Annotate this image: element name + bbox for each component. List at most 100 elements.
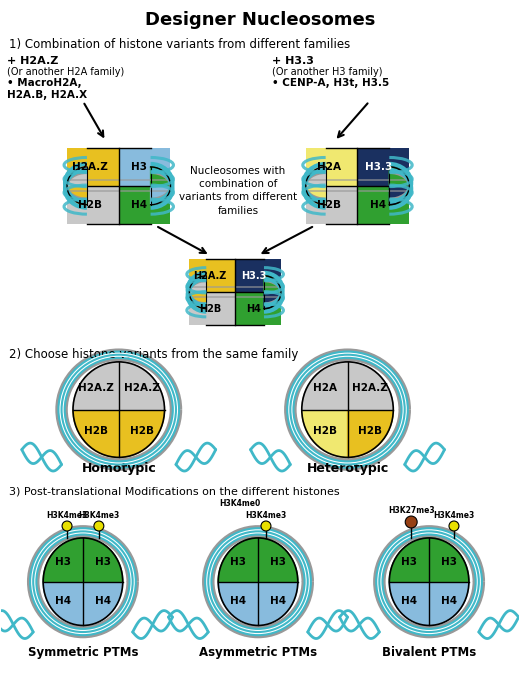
Text: H2A.Z: H2A.Z xyxy=(78,383,114,393)
Polygon shape xyxy=(43,538,83,582)
Text: H3: H3 xyxy=(270,557,286,567)
FancyBboxPatch shape xyxy=(67,186,119,224)
Text: • MacroH2A,: • MacroH2A, xyxy=(7,79,82,88)
Text: H4: H4 xyxy=(55,597,71,606)
Text: H2A: H2A xyxy=(313,383,336,393)
Polygon shape xyxy=(218,582,258,626)
Polygon shape xyxy=(389,167,409,186)
FancyBboxPatch shape xyxy=(235,292,281,325)
Polygon shape xyxy=(43,582,83,626)
Text: H3: H3 xyxy=(230,557,246,567)
Polygon shape xyxy=(67,167,87,186)
Text: H4: H4 xyxy=(441,597,457,606)
Polygon shape xyxy=(306,186,326,205)
Text: H2A.Z: H2A.Z xyxy=(72,162,108,172)
FancyBboxPatch shape xyxy=(357,148,409,186)
Polygon shape xyxy=(347,410,393,458)
Text: Asymmetric PTMs: Asymmetric PTMs xyxy=(199,646,317,659)
FancyBboxPatch shape xyxy=(235,260,281,292)
Text: (Or another H3 family): (Or another H3 family) xyxy=(272,67,382,77)
Text: H4: H4 xyxy=(370,200,386,210)
Circle shape xyxy=(449,521,459,531)
Text: Heterotypic: Heterotypic xyxy=(306,462,388,475)
Polygon shape xyxy=(389,186,409,205)
FancyBboxPatch shape xyxy=(189,260,235,292)
Text: H2A.Z: H2A.Z xyxy=(193,271,227,281)
Polygon shape xyxy=(302,362,347,410)
Text: Bivalent PTMs: Bivalent PTMs xyxy=(382,646,476,659)
Text: H3.3: H3.3 xyxy=(241,271,266,281)
Text: H2B: H2B xyxy=(313,426,336,436)
Text: H2A: H2A xyxy=(317,162,341,172)
Polygon shape xyxy=(218,538,258,582)
FancyBboxPatch shape xyxy=(119,148,171,186)
Text: H4: H4 xyxy=(132,200,148,210)
Polygon shape xyxy=(258,582,298,626)
Text: H2B: H2B xyxy=(317,200,341,210)
Text: 3) Post-translational Modifications on the different histones: 3) Post-translational Modifications on t… xyxy=(9,486,340,496)
Text: H2B: H2B xyxy=(84,426,108,436)
Text: H2B: H2B xyxy=(199,304,221,314)
Text: Symmetric PTMs: Symmetric PTMs xyxy=(28,646,138,659)
Polygon shape xyxy=(189,276,206,292)
Polygon shape xyxy=(302,410,347,458)
Text: H3: H3 xyxy=(95,557,111,567)
FancyBboxPatch shape xyxy=(189,292,235,325)
FancyBboxPatch shape xyxy=(306,186,357,224)
Text: H2B: H2B xyxy=(129,426,153,436)
Text: H4: H4 xyxy=(230,597,246,606)
Circle shape xyxy=(405,516,417,528)
Polygon shape xyxy=(73,410,119,458)
Polygon shape xyxy=(429,538,469,582)
Text: Homotypic: Homotypic xyxy=(82,462,156,475)
Text: H2A.B, H2A.X: H2A.B, H2A.X xyxy=(7,90,87,100)
Circle shape xyxy=(94,521,104,531)
Polygon shape xyxy=(389,582,429,626)
Polygon shape xyxy=(347,362,393,410)
Text: (Or another H2A family): (Or another H2A family) xyxy=(7,67,125,77)
Text: + H3.3: + H3.3 xyxy=(272,56,314,66)
Polygon shape xyxy=(258,538,298,582)
Text: H2A.Z: H2A.Z xyxy=(124,383,160,393)
Text: + H2A.Z: + H2A.Z xyxy=(7,56,59,66)
Polygon shape xyxy=(389,538,429,582)
Text: H3: H3 xyxy=(55,557,71,567)
Text: Nucleosomes with
combination of
variants from different
families: Nucleosomes with combination of variants… xyxy=(179,166,297,216)
Polygon shape xyxy=(151,167,171,186)
Text: Designer Nucleosomes: Designer Nucleosomes xyxy=(145,11,375,28)
FancyBboxPatch shape xyxy=(357,186,409,224)
Polygon shape xyxy=(67,186,87,205)
Polygon shape xyxy=(306,167,326,186)
Text: H3: H3 xyxy=(441,557,457,567)
Text: H3K4me0: H3K4me0 xyxy=(219,499,261,508)
Polygon shape xyxy=(119,362,164,410)
Text: H4: H4 xyxy=(270,597,286,606)
Polygon shape xyxy=(429,582,469,626)
Text: H3K4me3: H3K4me3 xyxy=(245,511,287,520)
Text: H3: H3 xyxy=(132,162,148,172)
Text: H3: H3 xyxy=(401,557,417,567)
Text: H2B: H2B xyxy=(358,426,382,436)
Text: H3.3: H3.3 xyxy=(365,162,392,172)
Text: H4: H4 xyxy=(95,597,111,606)
Polygon shape xyxy=(151,186,171,205)
Circle shape xyxy=(62,521,72,531)
Polygon shape xyxy=(264,292,281,308)
Text: H3K4me3: H3K4me3 xyxy=(46,511,88,520)
Polygon shape xyxy=(73,362,119,410)
Text: • CENP-A, H3t, H3.5: • CENP-A, H3t, H3.5 xyxy=(272,79,389,88)
Text: H3K27me3: H3K27me3 xyxy=(388,506,435,515)
Polygon shape xyxy=(189,292,206,308)
Text: H3K4me3: H3K4me3 xyxy=(78,511,120,520)
Circle shape xyxy=(261,521,271,531)
FancyBboxPatch shape xyxy=(119,186,171,224)
Text: 1) Combination of histone variants from different families: 1) Combination of histone variants from … xyxy=(9,37,350,51)
Text: H3K4me3: H3K4me3 xyxy=(433,511,475,520)
Polygon shape xyxy=(264,276,281,292)
Text: H4: H4 xyxy=(401,597,417,606)
Text: H2B: H2B xyxy=(79,200,102,210)
Polygon shape xyxy=(83,538,123,582)
Text: H4: H4 xyxy=(246,304,261,314)
FancyBboxPatch shape xyxy=(67,148,119,186)
Polygon shape xyxy=(119,410,164,458)
